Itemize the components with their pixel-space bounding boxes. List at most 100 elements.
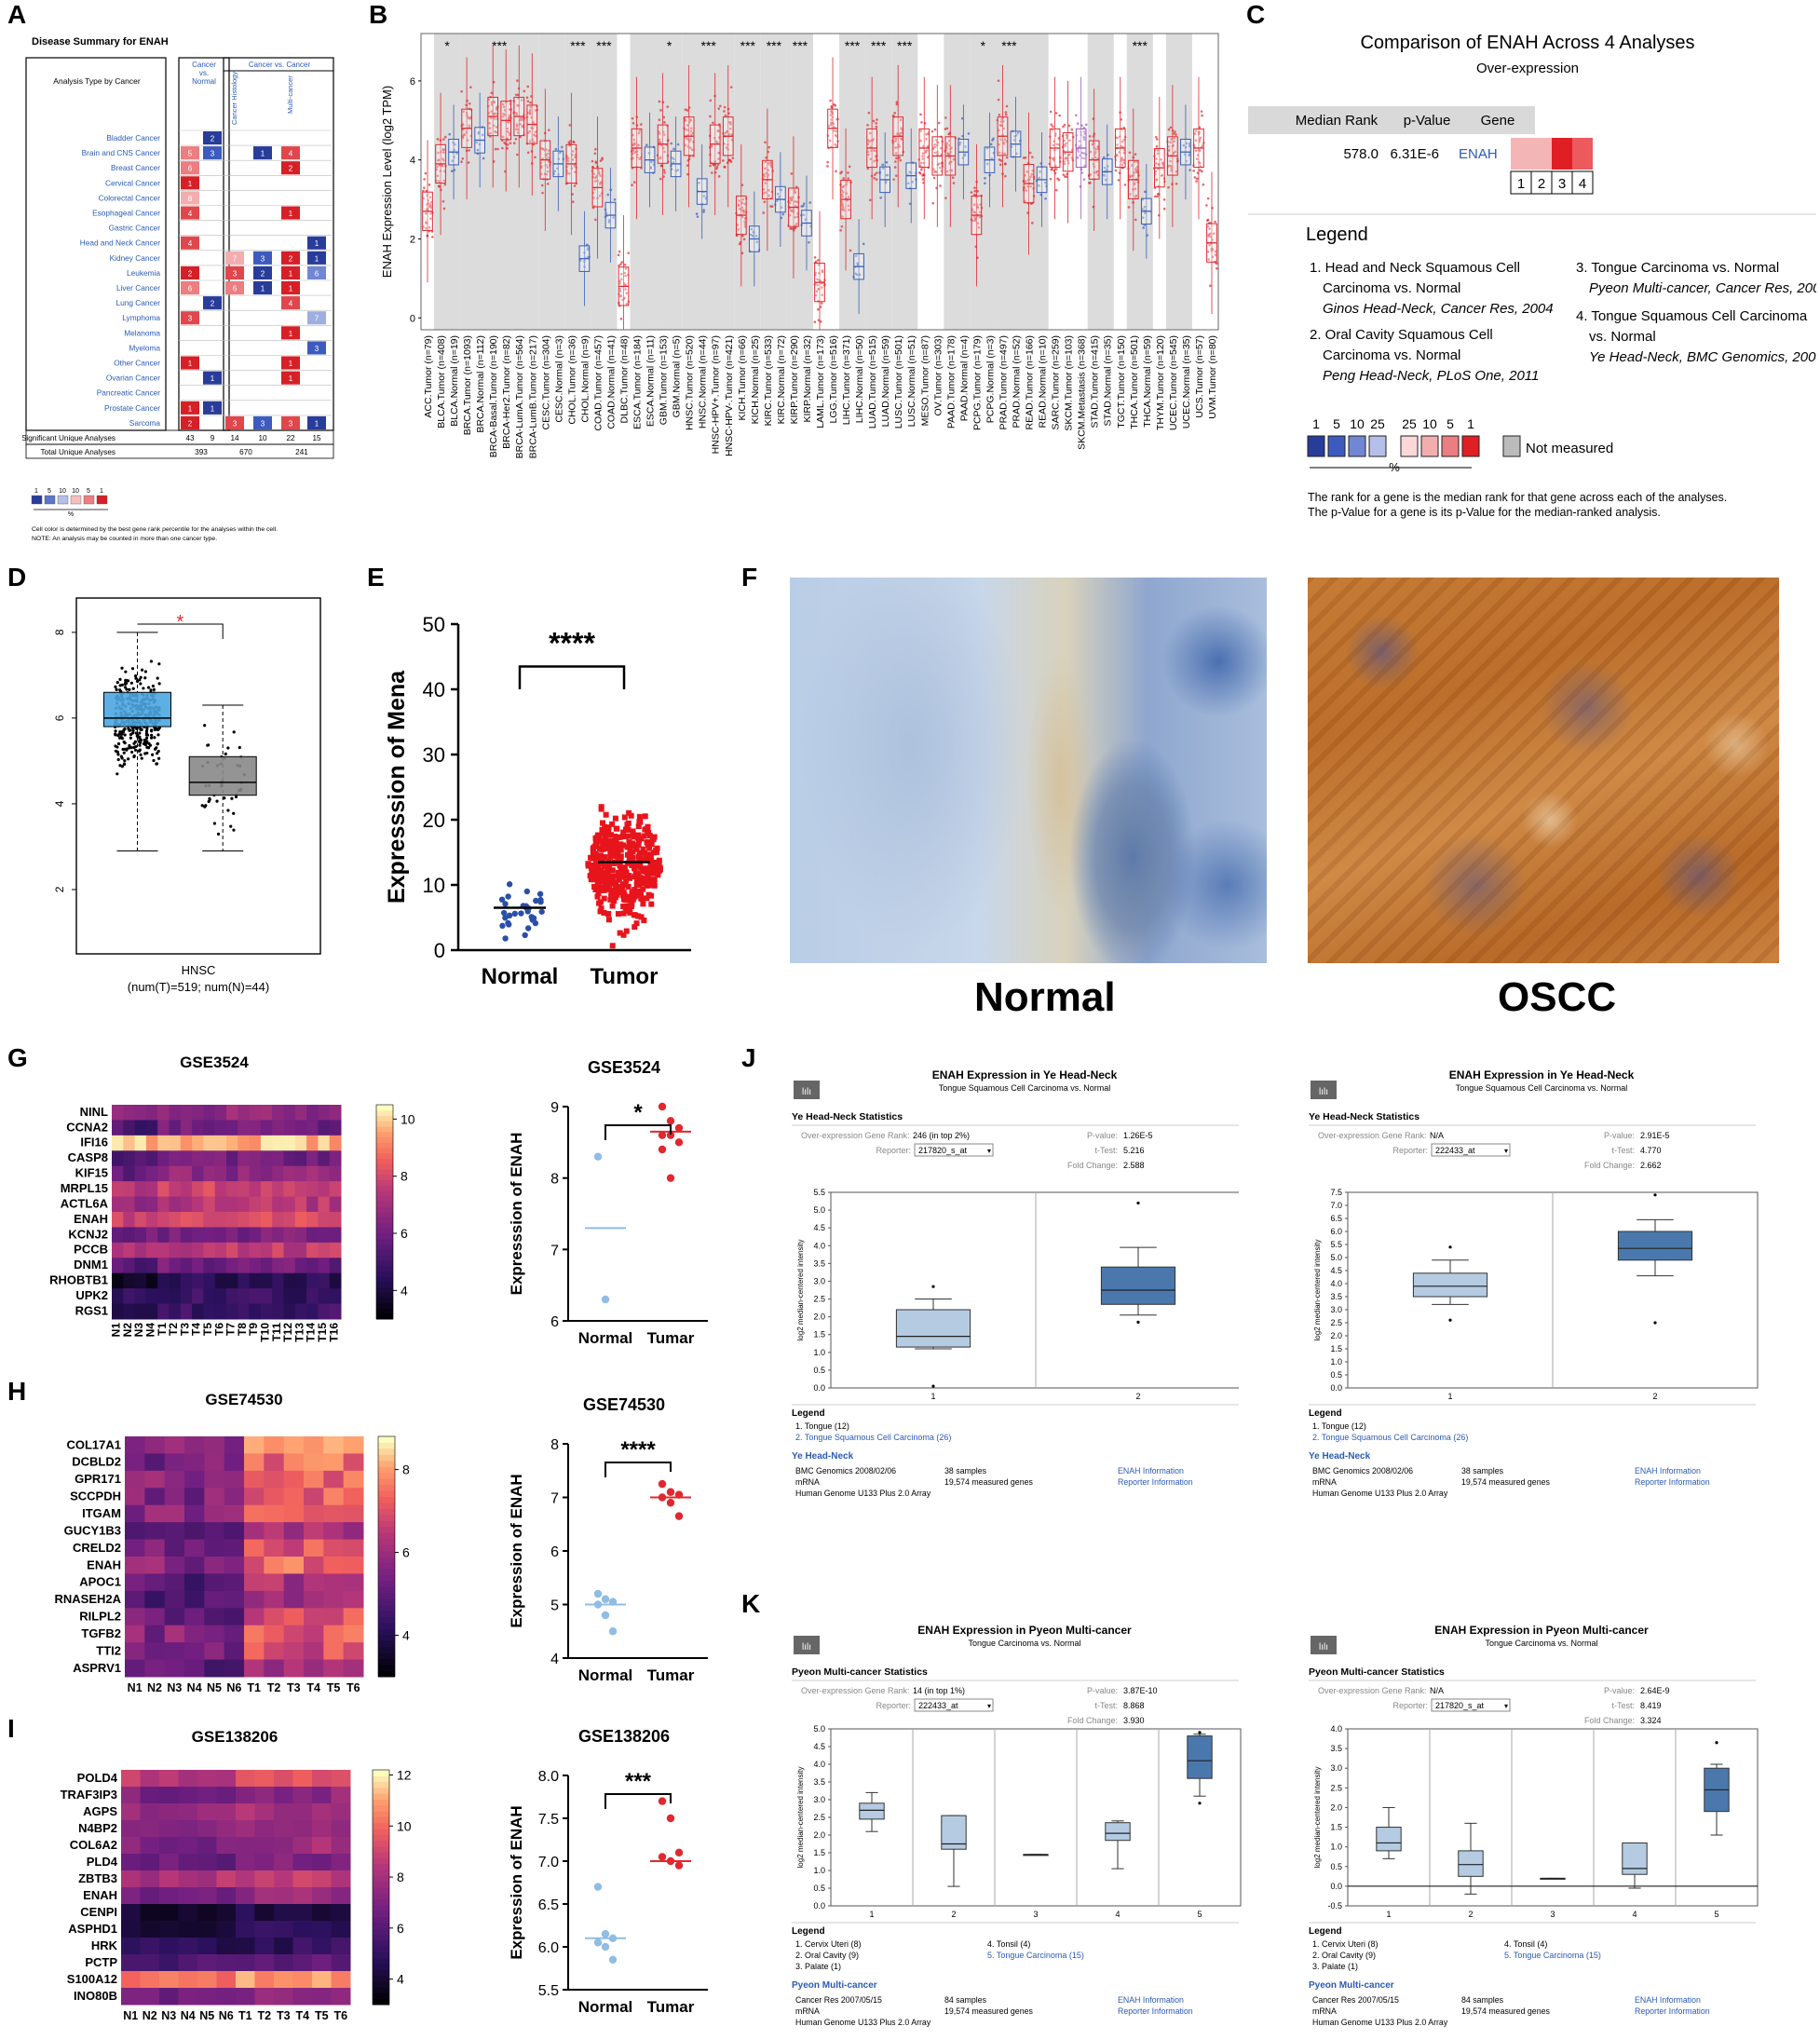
category-label: KICH.Normal (n=25)	[750, 335, 761, 424]
data-point	[547, 156, 550, 159]
tumor-point	[658, 1853, 667, 1861]
cancer-type-label: Breast Cancer	[111, 163, 160, 172]
data-point	[842, 177, 845, 180]
tumor-point	[645, 875, 651, 881]
data-point	[143, 670, 147, 673]
data-point	[945, 127, 949, 130]
colorbar-label: 8	[402, 1462, 410, 1477]
data-point	[207, 743, 211, 747]
data-point	[762, 187, 766, 191]
heatmap-cell	[204, 1539, 225, 1557]
data-point	[139, 682, 143, 686]
data-point	[765, 156, 767, 159]
tumor-point	[650, 870, 657, 877]
heatmap-cell	[204, 1625, 225, 1643]
colorbar-frame	[372, 1769, 390, 2006]
sig-bracket	[604, 1793, 672, 1809]
heatmap-cell	[125, 1504, 145, 1523]
data-point	[895, 156, 898, 160]
y-tick: 10	[423, 874, 445, 897]
data-point	[1005, 140, 1008, 143]
colorbar-label: 4	[402, 1628, 410, 1643]
data-point	[1195, 180, 1198, 183]
heatmap-cell	[145, 1272, 158, 1289]
data-point	[606, 193, 610, 197]
data-point	[992, 137, 995, 141]
heatmap-cell	[184, 1453, 205, 1472]
category-label: BLCA.Normal (n=19)	[449, 335, 460, 427]
heatmap-cell	[312, 1971, 332, 1989]
heatmap-cell	[244, 1488, 265, 1506]
data-point	[149, 660, 154, 663]
heatmap-cell	[178, 1803, 198, 1821]
data-point	[963, 154, 966, 157]
median-rank-value: 578.0	[1343, 146, 1379, 162]
colorbar-segment	[373, 1816, 389, 1824]
colorbar-segment	[373, 1980, 389, 1988]
data-point	[126, 679, 130, 683]
normal-point	[502, 935, 509, 942]
tumor-point	[666, 1117, 675, 1125]
stat-key: P-value:	[1087, 1686, 1118, 1695]
legend-item: 2. Tongue Squamous Cell Carcinoma (26)	[1312, 1433, 1468, 1442]
heatmap-cell	[283, 1196, 296, 1213]
tumor-point	[620, 890, 627, 896]
heatmap-cell	[254, 1954, 275, 1972]
heatmap-cell	[140, 1837, 160, 1855]
y-tick: 0.0	[1330, 1383, 1342, 1393]
data-point	[885, 160, 889, 164]
y-tick: 2.0	[813, 1830, 825, 1840]
tumor-point	[647, 878, 654, 885]
data-point	[911, 181, 915, 184]
category-label: TGCT.Tumor (n=150)	[1116, 335, 1127, 428]
legend-item: 5. Tongue Carcinoma (15)	[987, 1951, 1084, 1960]
summary-cell-value: 1	[315, 419, 319, 428]
tumor-point	[598, 905, 604, 912]
data-point	[123, 762, 127, 767]
data-point	[145, 733, 150, 737]
heatmap-cell	[164, 1470, 185, 1489]
data-point	[976, 222, 980, 225]
data-point	[488, 127, 492, 129]
sample-label: T6	[333, 2009, 347, 2022]
data-point	[717, 107, 721, 110]
heatmap-cell	[331, 1887, 351, 1905]
data-point	[599, 182, 602, 184]
heatmap-cell	[112, 1227, 124, 1244]
data-point	[1064, 156, 1067, 159]
heatmap-cell	[312, 1837, 332, 1855]
data-point	[632, 181, 636, 184]
data-point	[153, 736, 156, 740]
data-point	[731, 156, 735, 160]
data-point	[829, 99, 832, 102]
heatmap-cell	[192, 1242, 204, 1258]
data-point	[489, 131, 492, 135]
tumor-point	[594, 877, 601, 884]
data-point	[794, 226, 797, 230]
data-point	[1155, 178, 1159, 181]
data-point	[561, 145, 564, 149]
heatmap-cell	[224, 1522, 245, 1541]
data-point	[841, 205, 845, 209]
summary-cell	[203, 401, 222, 415]
data-point	[689, 118, 693, 122]
cancer-type-label: Gastric Cancer	[109, 224, 161, 233]
heatmap-cell	[323, 1557, 345, 1574]
heatmap-cell	[125, 1557, 145, 1574]
tumor-point	[603, 844, 609, 850]
chevron-down-icon: ▾	[987, 1702, 991, 1710]
heatmap-cell	[144, 1522, 166, 1541]
summary-cell-value: 3	[261, 419, 265, 428]
summary-cell-value: 4	[289, 300, 293, 308]
data-point	[780, 206, 783, 209]
heatmap-cell	[343, 1436, 364, 1454]
significance-mark: ***	[897, 38, 913, 53]
data-point	[1208, 243, 1211, 247]
sample-label: T1	[156, 1323, 169, 1336]
summary-cell	[253, 265, 272, 279]
data-point	[528, 112, 532, 115]
data-point	[998, 163, 1002, 167]
heatmap-cell	[159, 1904, 179, 1922]
data-point	[151, 684, 156, 688]
heatmap-cell	[144, 1488, 166, 1506]
